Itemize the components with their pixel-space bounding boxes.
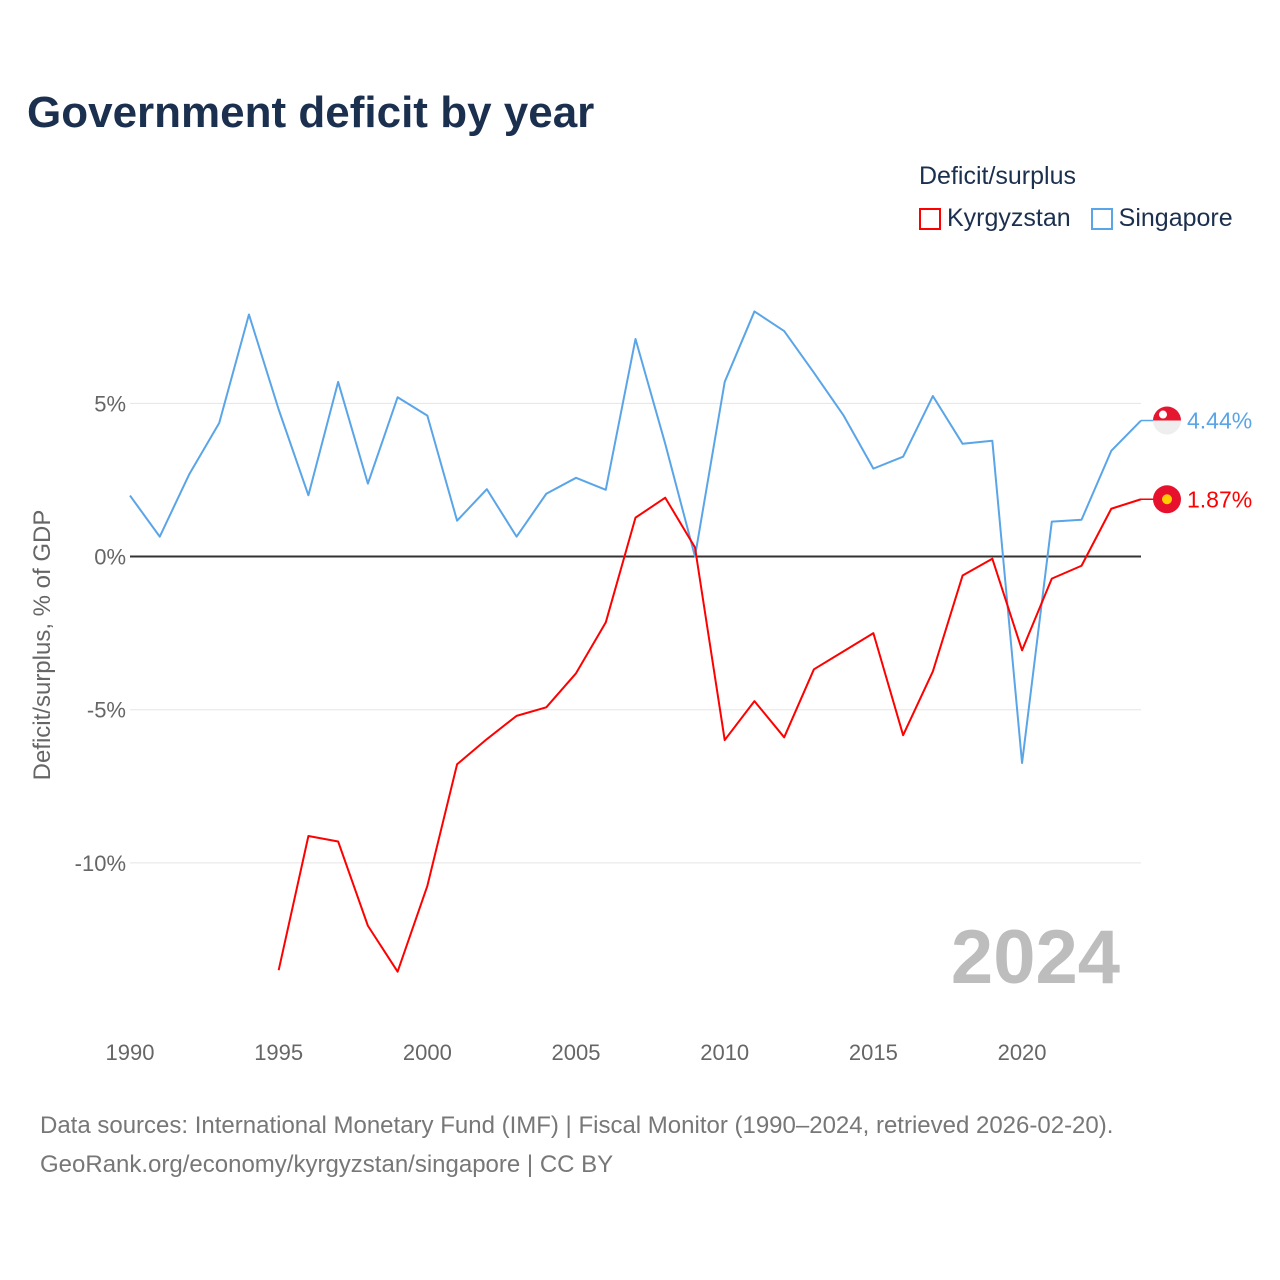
x-tick-label: 2000 <box>403 1040 452 1065</box>
x-tick-label: 2015 <box>849 1040 898 1065</box>
x-tick-label: 2005 <box>552 1040 601 1065</box>
singapore-flag-icon <box>1153 406 1181 435</box>
y-tick-label: -10% <box>75 851 126 876</box>
end-value-label: 4.44% <box>1187 408 1252 434</box>
legend-label: Kyrgyzstan <box>947 204 1071 232</box>
y-tick-label: 0% <box>94 545 126 570</box>
y-axis-label: Deficit/surplus, % of GDP <box>29 510 56 781</box>
footer: Data sources: International Monetary Fun… <box>40 1106 1113 1184</box>
legend-title: Deficit/surplus <box>919 162 1076 190</box>
x-tick-label: 1990 <box>106 1040 155 1065</box>
flag-white <box>1153 420 1181 435</box>
legend: Kyrgyzstan Singapore <box>919 204 1233 233</box>
y-tick-label: -5% <box>87 698 126 723</box>
series-line-kyrgyzstan <box>277 496 1142 973</box>
x-tick-label: 2020 <box>998 1040 1047 1065</box>
sun <box>1162 494 1172 505</box>
y-tick-label: 5% <box>94 391 126 416</box>
kyrgyzstan-flag-icon <box>1153 485 1181 514</box>
chart-title: Government deficit by year <box>27 88 595 137</box>
year-watermark: 2024 <box>951 915 1120 1000</box>
end-value-label: 1.87% <box>1187 486 1252 512</box>
legend-swatch-kyrgyzstan <box>919 207 941 230</box>
legend-swatch-singapore <box>1090 207 1113 230</box>
x-tick-label: 1995 <box>254 1040 303 1065</box>
legend-label: Singapore <box>1118 204 1233 232</box>
series-line-singapore <box>129 310 1142 765</box>
source-link[interactable]: GeoRank.org/economy/kyrgyzstan/singapore… <box>40 1151 614 1178</box>
data-source: Data sources: International Monetary Fun… <box>40 1112 1114 1139</box>
crescent <box>1159 410 1167 419</box>
x-tick-label: 2010 <box>700 1040 749 1065</box>
legend-item-singapore[interactable]: Singapore <box>1090 204 1233 233</box>
legend-item-kyrgyzstan[interactable]: Kyrgyzstan <box>919 204 1071 233</box>
flag-red <box>1153 406 1181 421</box>
